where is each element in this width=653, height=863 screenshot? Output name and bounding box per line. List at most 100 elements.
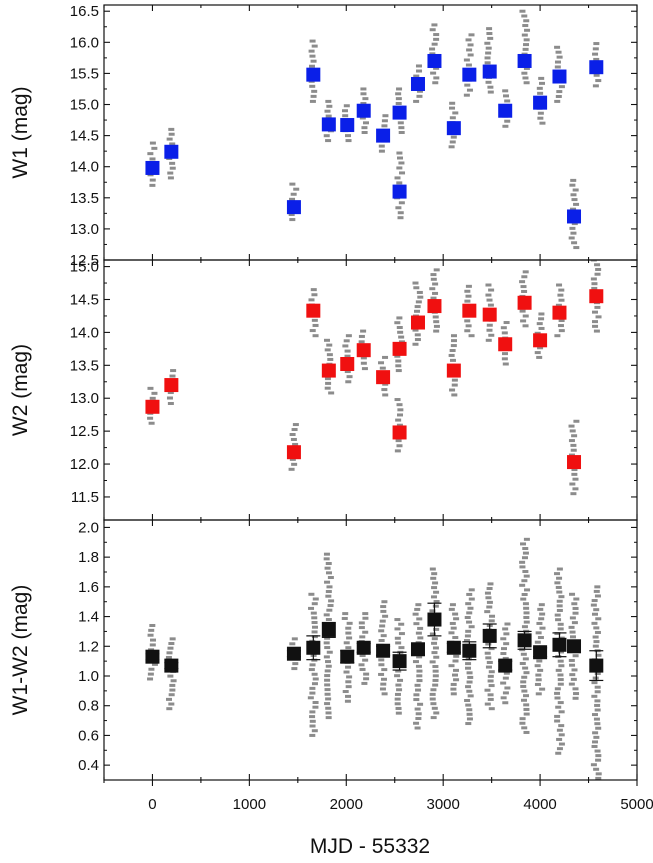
scatter-dash [593, 781, 599, 784]
scatter-dash [523, 606, 530, 610]
scatter-dash [289, 457, 296, 461]
scatter-dash [554, 613, 561, 617]
scatter-dash [324, 377, 331, 381]
scatter-dash [487, 36, 494, 40]
scatter-dash [504, 686, 511, 690]
scatter-dash [484, 41, 491, 45]
data-point [164, 658, 179, 673]
scatter-dash [311, 729, 318, 733]
scatter-dash [431, 651, 438, 655]
data-point [164, 378, 179, 393]
scatter-dash [149, 178, 156, 182]
scatter-dash [448, 607, 455, 611]
scatter-dash [309, 724, 316, 728]
scatter-dash [312, 597, 319, 601]
scatter-dash [311, 672, 318, 676]
scatter-dash [169, 142, 176, 146]
scatter-dash [429, 567, 436, 571]
scatter-dash [396, 444, 403, 448]
scatter-dash [466, 717, 473, 721]
data-point [340, 118, 355, 133]
data-point [498, 103, 513, 118]
scatter-dash [415, 300, 422, 304]
scatter-dash [558, 742, 565, 746]
data-point [392, 425, 407, 440]
scatter-dash [501, 357, 508, 361]
data-point [376, 643, 391, 658]
scatter-dash [558, 595, 565, 599]
data-point [427, 612, 442, 627]
y-tick-label: 12.0 [70, 456, 99, 473]
scatter-dash [519, 280, 526, 284]
scatter-dash [465, 324, 472, 328]
scatter-dash [380, 677, 387, 681]
scatter-dash [382, 114, 389, 118]
scatter-dash [521, 556, 528, 560]
scatter-dash [502, 89, 509, 93]
scatter-dash [521, 14, 528, 18]
scatter-dash [500, 652, 507, 656]
scatter-dash [382, 355, 389, 359]
scatter-dash [557, 673, 564, 677]
scatter-dash [398, 161, 405, 165]
scatter-dash [486, 660, 493, 664]
data-point [376, 370, 391, 385]
scatter-dash [309, 710, 316, 714]
scatter-dash [394, 702, 401, 706]
scatter-dash [502, 701, 509, 705]
scatter-dash [464, 329, 471, 333]
scatter-dash [398, 335, 405, 339]
scatter-dash [595, 617, 602, 621]
scatter-dash [487, 303, 494, 307]
scatter-dash [381, 600, 388, 604]
scatter-dash [554, 691, 561, 695]
scatter-dash [432, 315, 439, 319]
scatter-dash [590, 603, 597, 607]
scatter-dash [395, 97, 402, 101]
scatter-dash [415, 712, 422, 716]
data-point [321, 117, 336, 132]
scatter-dash [569, 635, 576, 639]
scatter-dash [311, 621, 318, 625]
scatter-dash [594, 272, 601, 276]
scatter-dash [345, 694, 352, 698]
scatter-dash [554, 99, 561, 103]
x-tick-label: 1000 [233, 796, 266, 813]
scatter-dash [556, 608, 563, 612]
data-point [482, 628, 497, 643]
scatter-dash [412, 342, 419, 346]
scatter-dash [325, 706, 332, 710]
scatter-dash [504, 99, 511, 103]
scatter-dash [569, 592, 576, 596]
scatter-dash [534, 682, 541, 686]
scatter-dash [433, 66, 440, 70]
scatter-dash [594, 263, 601, 267]
scatter-dash [572, 696, 579, 700]
scatter-dash [415, 631, 422, 635]
scatter-dash [346, 375, 353, 379]
scatter-dash [594, 685, 601, 689]
scatter-dash [523, 707, 530, 711]
scatter-dash [556, 599, 563, 603]
x-tick-label: 2000 [330, 796, 363, 813]
data-point [482, 307, 497, 322]
scatter-dash [568, 625, 575, 629]
scatter-dash [323, 338, 330, 342]
scatter-dash [453, 678, 460, 682]
scatter-dash [591, 282, 598, 286]
scatter-dash [168, 702, 175, 706]
scatter-dash [325, 594, 332, 598]
scatter-dash [308, 668, 315, 672]
data-point [552, 305, 567, 320]
scatter-dash [466, 620, 473, 624]
y-tick-label: 14.0 [70, 324, 99, 341]
scatter-dash [361, 367, 368, 371]
scatter-dash [148, 667, 155, 671]
scatter-dash [571, 222, 578, 226]
scatter-dash [431, 42, 438, 46]
data-point [462, 643, 477, 658]
scatter-dash [521, 689, 528, 693]
scatter-dash [414, 683, 421, 687]
scatter-dash [311, 616, 318, 620]
scatter-dash [522, 666, 529, 670]
